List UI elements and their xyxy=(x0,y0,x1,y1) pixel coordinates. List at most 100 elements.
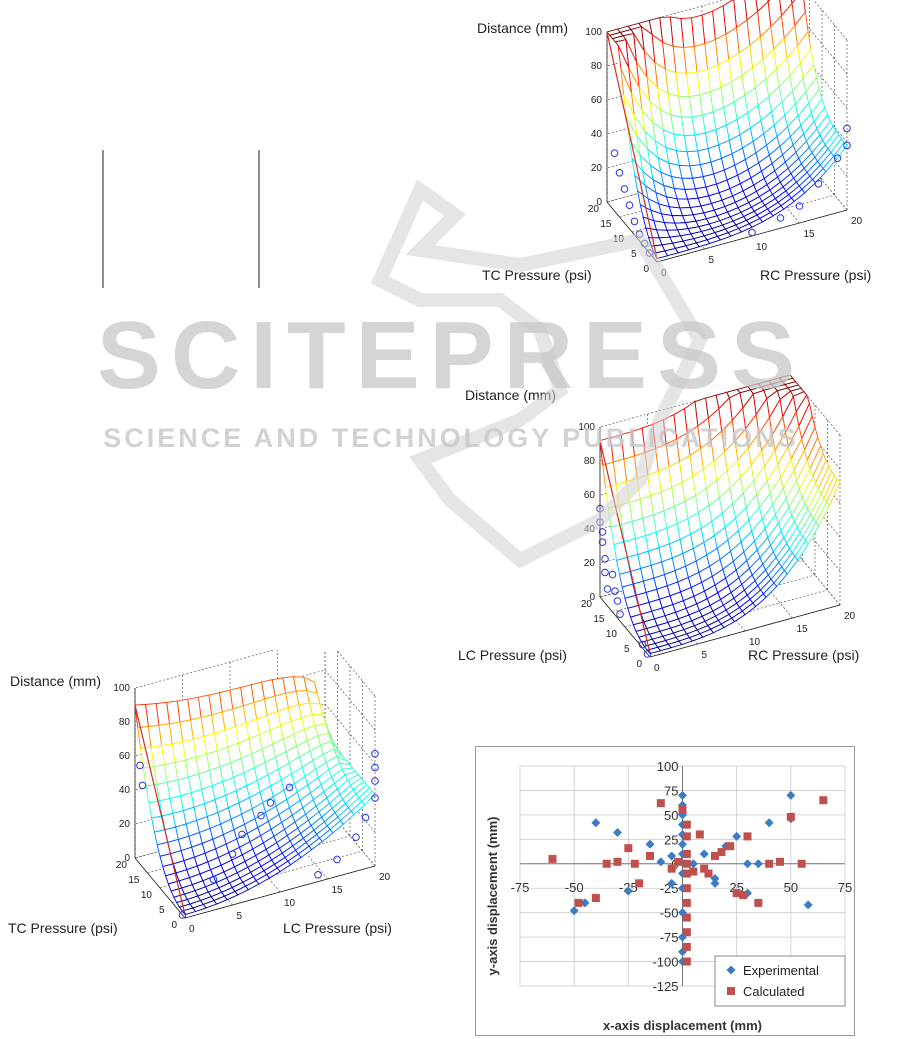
data-point xyxy=(371,777,379,785)
x-tick-label: 10 xyxy=(749,637,761,648)
data-point xyxy=(371,763,379,772)
data-point xyxy=(613,597,622,605)
legend-marker-experimental xyxy=(726,965,736,975)
data-point xyxy=(620,185,629,193)
y-axis-title: y-axis displacement (mm) xyxy=(485,817,500,976)
surface-cell xyxy=(134,703,149,728)
data-point-experimental xyxy=(753,859,763,869)
data-point-experimental xyxy=(623,886,633,896)
x-tick-label: 20 xyxy=(851,216,863,227)
data-point xyxy=(608,570,617,579)
grid-line xyxy=(606,0,848,41)
data-point-calculated xyxy=(711,851,719,860)
legend: Experimental Calculated xyxy=(714,955,846,1007)
data-point-calculated xyxy=(682,957,691,966)
y-tick-label: 5 xyxy=(159,905,165,916)
data-point xyxy=(638,640,647,649)
data-point-calculated xyxy=(682,928,691,937)
data-point xyxy=(601,568,609,577)
data-point-calculated xyxy=(704,869,713,878)
data-point-calculated xyxy=(739,891,748,900)
data-point-experimental xyxy=(591,818,601,828)
z-tick-label: 20 xyxy=(584,558,596,569)
data-point-calculated xyxy=(624,844,633,853)
data-point-experimental xyxy=(803,900,813,910)
data-point-calculated xyxy=(732,889,741,898)
z-tick-label: 80 xyxy=(591,61,603,72)
z-tick-label: 80 xyxy=(119,717,131,728)
data-point-calculated xyxy=(700,864,709,873)
data-point-experimental xyxy=(667,851,677,861)
data-point-experimental xyxy=(656,857,666,867)
data-point xyxy=(610,149,619,157)
data-point xyxy=(209,875,218,884)
data-point-experimental xyxy=(678,829,687,839)
data-point xyxy=(371,750,379,758)
surface-top-edge xyxy=(134,704,186,915)
y-tick-label: 10 xyxy=(141,890,153,901)
x-tick-label: 5 xyxy=(702,650,708,661)
z-tick-label: 100 xyxy=(585,27,602,38)
data-point-experimental xyxy=(678,790,687,800)
data-point-experimental xyxy=(786,790,796,800)
z-tick-label: 20 xyxy=(591,163,603,174)
z-tick-label: 40 xyxy=(591,129,603,140)
z-tick-label: 40 xyxy=(584,524,596,535)
z-tick-label: 20 xyxy=(119,819,131,830)
data-point xyxy=(603,585,612,593)
y-tick-label: 20 xyxy=(116,860,128,871)
data-point-calculated xyxy=(574,898,583,907)
data-point-experimental xyxy=(710,873,720,883)
x-tick-label: 20 xyxy=(844,611,856,622)
x-tick-label: 15 xyxy=(332,885,344,896)
data-point xyxy=(285,783,294,792)
y-tick-label: 15 xyxy=(128,875,140,886)
legend-label: Experimental xyxy=(743,963,819,978)
y-tick-label: 15 xyxy=(593,614,605,625)
data-point-calculated xyxy=(667,864,676,873)
data-point-calculated xyxy=(591,894,600,902)
data-point-calculated xyxy=(754,898,763,907)
data-point-experimental xyxy=(699,849,709,859)
y-tick-label: 100 xyxy=(657,759,679,774)
y-tick-label: 50 xyxy=(664,808,678,823)
x-tick-label: -50 xyxy=(565,880,584,895)
y-axis-label: TC Pressure (psi) xyxy=(8,920,118,936)
z-axis-label: Distance (mm) xyxy=(465,387,556,403)
data-point-experimental xyxy=(732,831,742,841)
y-axis-label: LC Pressure (psi) xyxy=(458,647,567,663)
y-tick-label: 75 xyxy=(664,783,678,798)
data-point xyxy=(314,871,322,879)
data-point-calculated xyxy=(695,830,704,839)
data-point xyxy=(238,830,246,839)
data-point-experimental xyxy=(667,878,677,888)
data-point-calculated xyxy=(646,851,654,860)
y-axis-label: TC Pressure (psi) xyxy=(482,267,592,283)
y-tick-label: -50 xyxy=(660,906,679,921)
data-point-calculated xyxy=(743,832,752,841)
data-point xyxy=(616,610,624,618)
data-point xyxy=(611,587,619,595)
z-axis-label: Distance (mm) xyxy=(10,673,101,689)
z-tick-label: 100 xyxy=(578,422,595,433)
data-point xyxy=(814,180,823,188)
x-tick-label: 10 xyxy=(756,242,768,253)
data-point-experimental xyxy=(613,827,622,837)
data-point xyxy=(333,855,341,864)
x-axis-line xyxy=(184,865,376,919)
data-point xyxy=(843,124,851,133)
legend-marker-calculated xyxy=(727,987,735,995)
data-point-calculated xyxy=(682,898,691,907)
z-tick-label: 0 xyxy=(589,592,595,603)
z-tick-label: 60 xyxy=(584,490,596,501)
surface-cell xyxy=(602,461,617,489)
x-tick-label: 15 xyxy=(804,229,816,240)
data-point-calculated xyxy=(602,859,611,868)
data-point xyxy=(601,555,609,563)
x-tick-label: 5 xyxy=(237,911,243,922)
data-point-calculated xyxy=(682,850,691,858)
y-axis-line xyxy=(134,857,186,919)
